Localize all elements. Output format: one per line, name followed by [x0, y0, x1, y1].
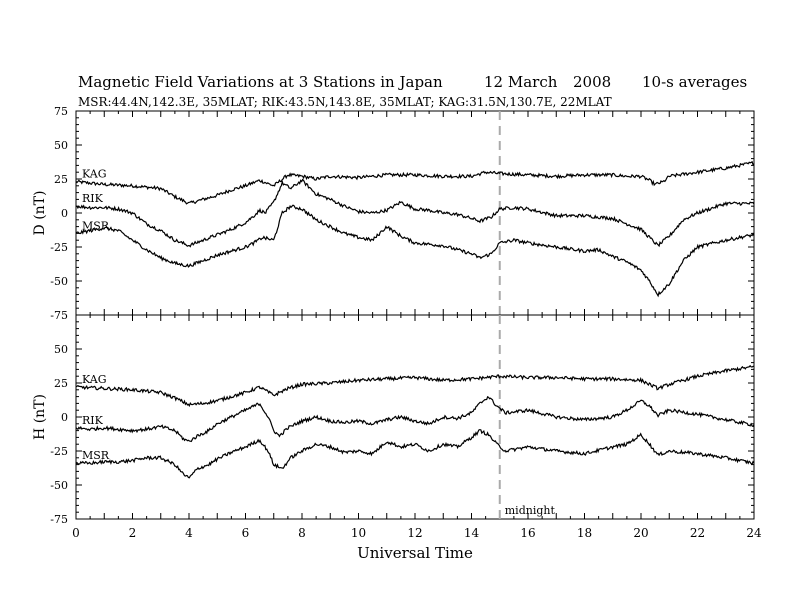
series-label-msr-D: MSR [82, 219, 110, 232]
series-kag-D [76, 162, 754, 204]
series-label-rik-D: RIK [82, 192, 104, 205]
xtick-label: 4 [185, 526, 193, 540]
xlabel: Universal Time [357, 544, 473, 562]
series-rik-H [76, 397, 754, 442]
ytick-label-H: -75 [50, 513, 68, 526]
ytick-label-D: -75 [50, 309, 68, 322]
xtick-label: 16 [520, 526, 535, 540]
panel-frame-H [76, 315, 754, 519]
ylabel-D: D (nT) [32, 191, 48, 236]
figure: Magnetic Field Variations at 3 Stations … [0, 0, 792, 612]
series-label-rik-H: RIK [82, 414, 104, 427]
ytick-label-D: 75 [54, 105, 68, 118]
xtick-label: 18 [577, 526, 592, 540]
ytick-label-D: -50 [50, 275, 68, 288]
midnight-label: midnight [505, 504, 556, 517]
series-msr-D [76, 205, 754, 296]
ytick-label-H: 25 [54, 377, 68, 390]
xtick-label: 2 [129, 526, 137, 540]
ytick-label-D: 50 [54, 139, 68, 152]
ylabel-H: H (nT) [32, 394, 48, 440]
series-msr-H [76, 430, 754, 478]
xtick-label: 0 [72, 526, 80, 540]
ytick-label-H: 0 [61, 411, 68, 424]
ytick-label-D: -25 [50, 241, 68, 254]
ytick-label-H: -25 [50, 445, 68, 458]
ytick-label-D: 25 [54, 173, 68, 186]
series-kag-H [76, 366, 754, 406]
xtick-label: 22 [690, 526, 705, 540]
series-rik-D [76, 180, 754, 247]
xtick-label: 20 [633, 526, 648, 540]
magnetogram-plot: 75 50 25 0 -25 -50 -75 D (nT) KAG RIK MSR 50 25 0 -25 -… [0, 0, 792, 612]
xtick-label: 8 [298, 526, 306, 540]
xtick-label: 12 [407, 526, 422, 540]
series-label-msr-H: MSR [82, 449, 110, 462]
ytick-label-H: 50 [54, 343, 68, 356]
xtick-label: 24 [746, 526, 762, 540]
xtick-label: 6 [242, 526, 250, 540]
xtick-label: 14 [464, 526, 480, 540]
ytick-label-H: -50 [50, 479, 68, 492]
series-label-kag-H: KAG [82, 373, 107, 386]
ytick-label-D: 0 [61, 207, 68, 220]
xtick-label: 10 [351, 526, 366, 540]
series-label-kag-D: KAG [82, 168, 107, 181]
panel-frame-D [76, 111, 754, 315]
